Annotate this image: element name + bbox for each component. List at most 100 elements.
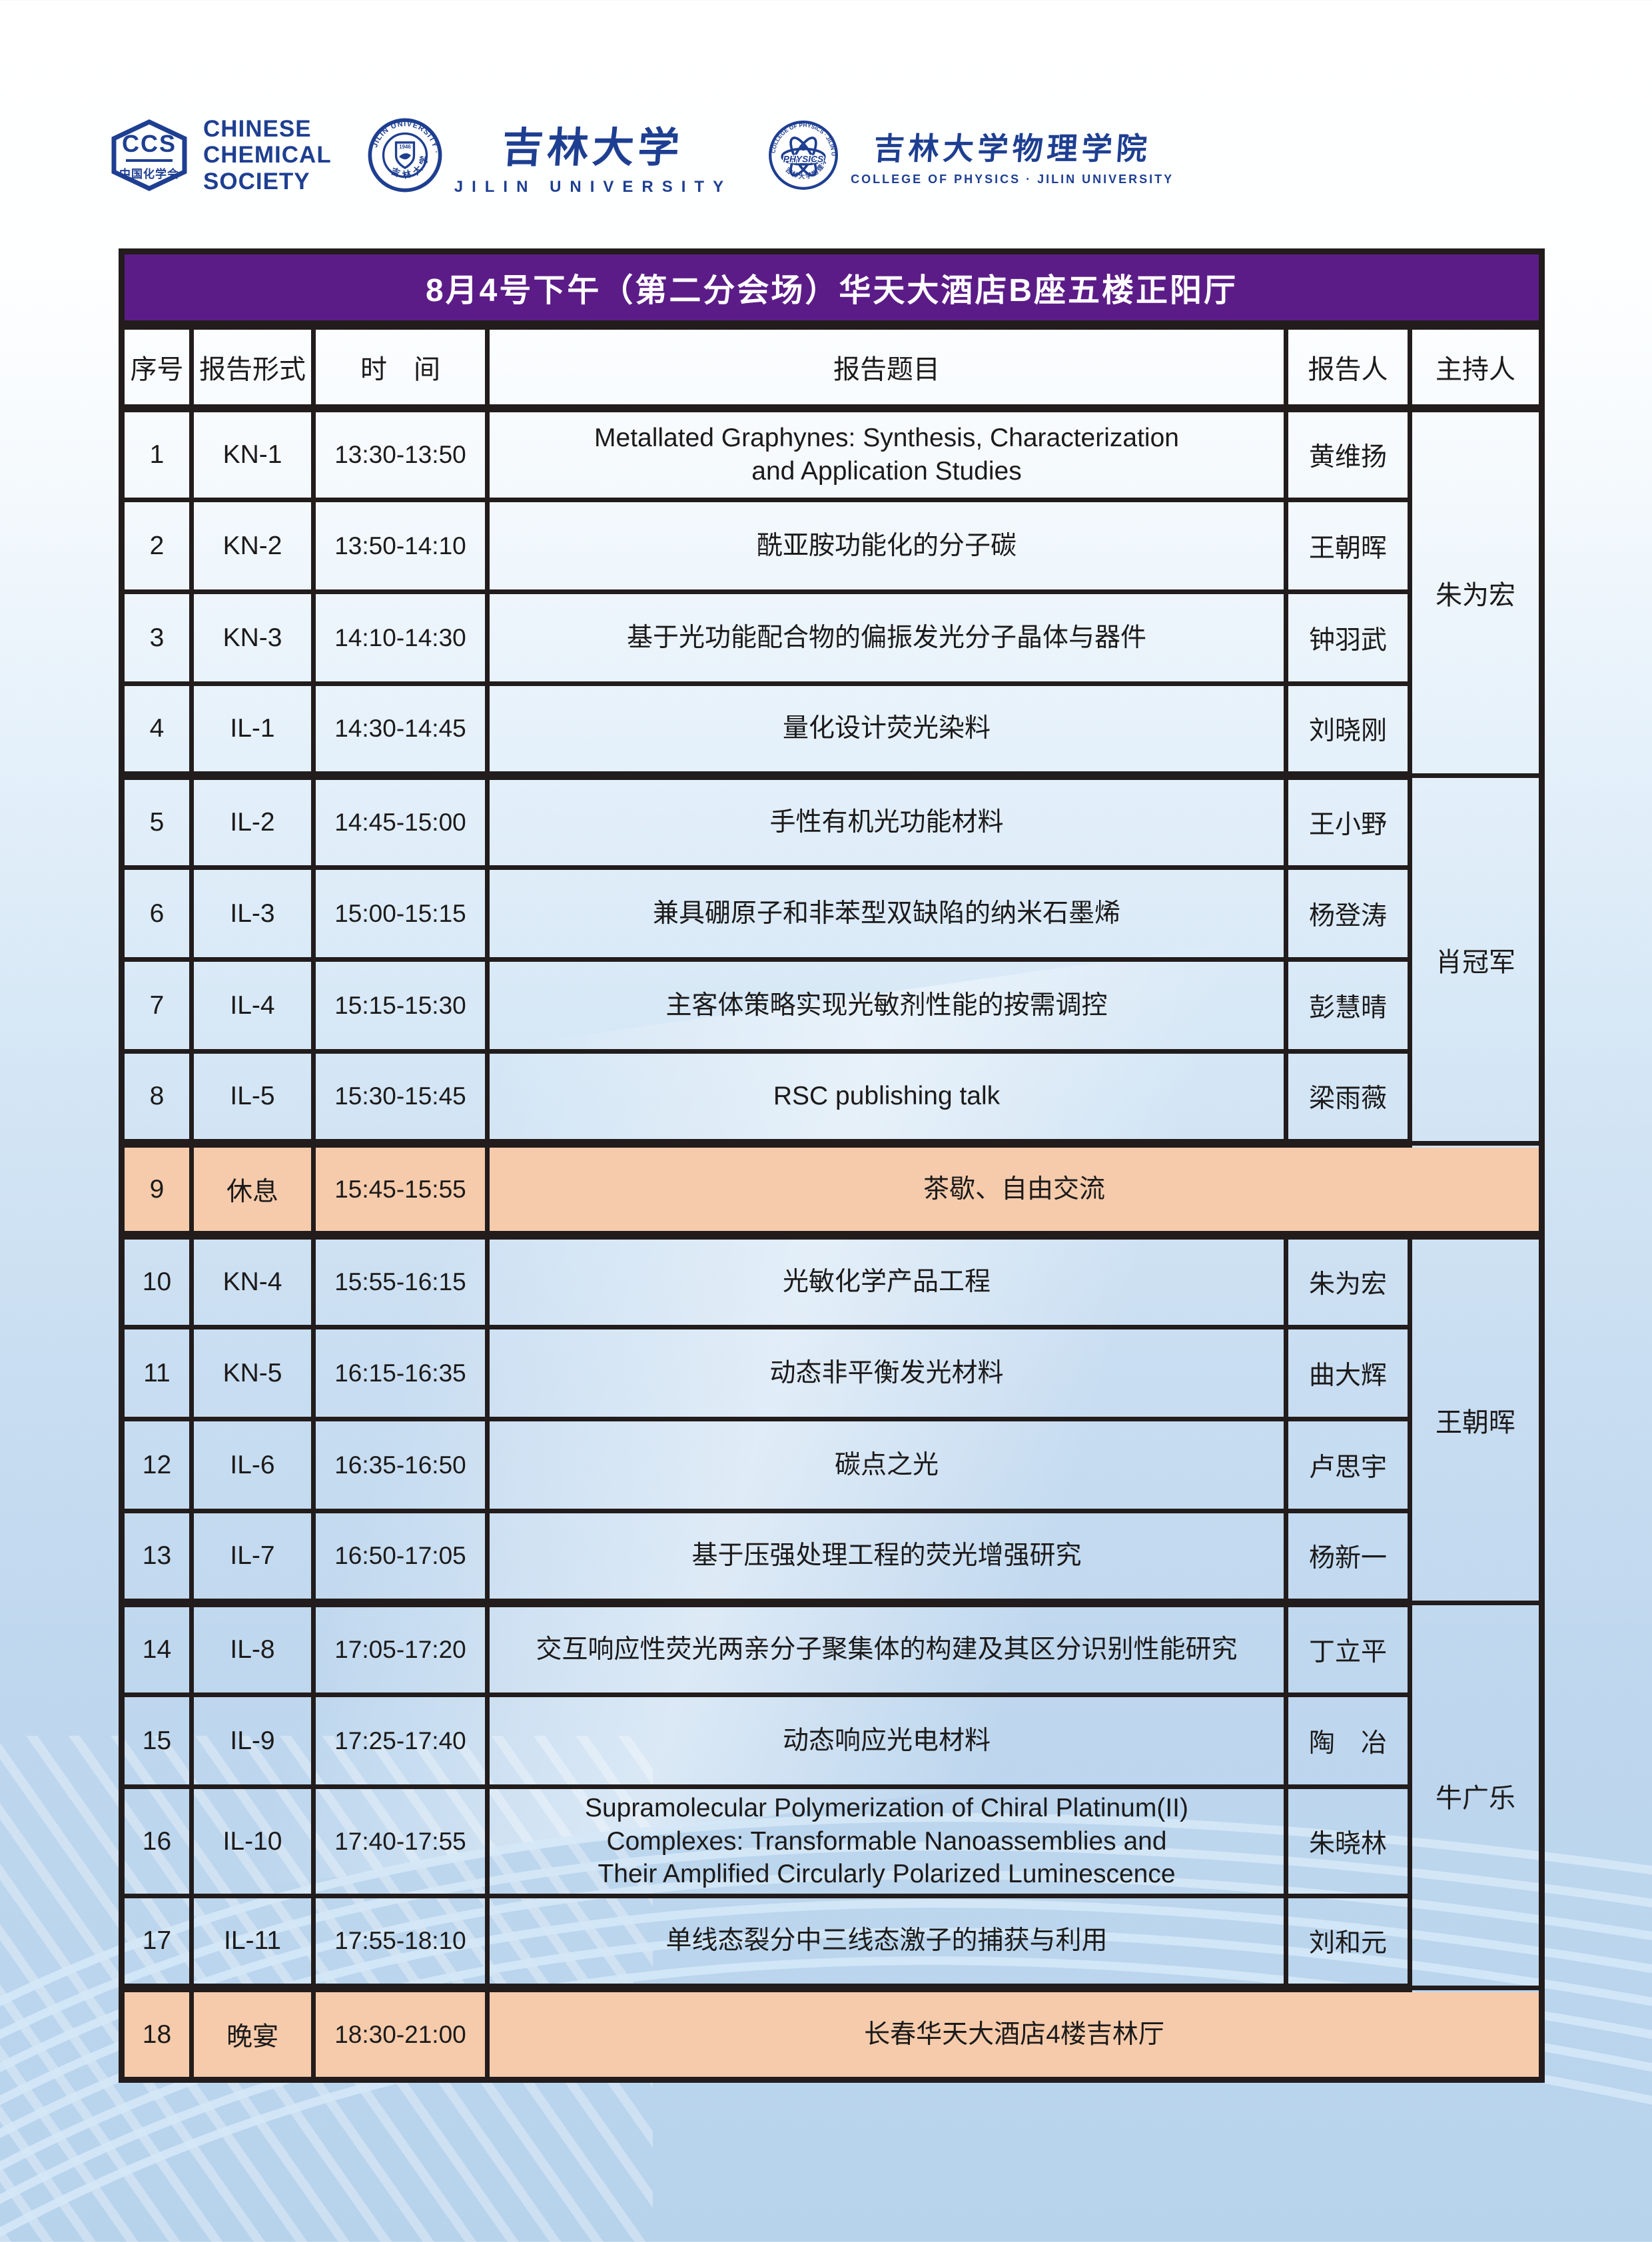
cell-type: IL-7: [189, 1509, 316, 1607]
cell-time: 14:10-14:30: [311, 589, 490, 686]
cell-speaker: 王小野: [1284, 773, 1412, 870]
cell-title: 量化设计荧光染料: [485, 681, 1288, 780]
cell-time: 15:45-15:55: [311, 1141, 490, 1240]
cell-speaker: 丁立平: [1284, 1601, 1412, 1697]
cell-no: 16: [119, 1784, 194, 1898]
physics-badge: PHYSICS: [783, 155, 824, 165]
table-row: 8 IL-5 15:30-15:45 RSC publishing talk 梁…: [119, 1049, 1542, 1148]
table-row: 10 KN-4 15:55-16:15 光敏化学产品工程 朱为宏 王朝晖: [119, 1233, 1545, 1605]
cell-title: 光敏化学产品工程: [485, 1233, 1288, 1329]
cell-time: 17:55-18:10: [311, 1894, 490, 1992]
cell-time: 17:40-17:55: [311, 1784, 490, 1898]
cell-speaker: 曲大辉: [1284, 1325, 1412, 1421]
cell-speaker: 彭慧晴: [1284, 957, 1412, 1054]
cell-type: IL-8: [189, 1601, 316, 1697]
cell-speaker: 杨登涛: [1284, 865, 1412, 962]
cell-no: 17: [119, 1894, 194, 1992]
cell-no: 7: [119, 957, 194, 1054]
table-row: 7 IL-4 15:15-15:30 主客体策略实现光敏剂性能的按需调控 彭慧晴: [119, 957, 1542, 1054]
cell-type: IL-9: [189, 1692, 316, 1789]
physics-seal-icon: COLLEGE OF PHYSICS · JILIN UNIVERSITY 吉林…: [768, 120, 839, 190]
cell-no: 6: [119, 865, 194, 962]
cell-type: IL-1: [189, 681, 316, 780]
cell-time: 15:00-15:15: [311, 865, 490, 962]
session-title-band: 8月4号下午（第二分会场）华天大酒店B座五楼正阳厅: [119, 249, 1545, 330]
break-row: 9 休息 15:45-15:55 茶歇、自由交流: [119, 1141, 1545, 1240]
cell-type: IL-3: [189, 865, 316, 962]
cell-speaker: 梁雨薇: [1284, 1049, 1412, 1148]
cell-time: 16:15-16:35: [311, 1325, 490, 1421]
physics-english-name: COLLEGE OF PHYSICS · JILIN UNIVERSITY: [851, 172, 1174, 186]
cell-type: KN-2: [189, 498, 316, 594]
cell-no: 18: [119, 1986, 194, 2082]
cell-type: IL-4: [189, 957, 316, 1054]
hexagon-icon: [111, 119, 187, 191]
banquet-row: 18 晚宴 18:30-21:00 长春华天大酒店4楼吉林厅: [119, 1986, 1545, 2082]
chair-cell: 朱为宏: [1407, 406, 1545, 778]
cell-title: 单线态裂分中三线态激子的捕获与利用: [485, 1894, 1288, 1992]
cell-speaker: 刘晓刚: [1284, 681, 1412, 780]
session-title: 8月4号下午（第二分会场）华天大酒店B座五楼正阳厅: [119, 249, 1545, 330]
chair-cell: 肖冠军: [1407, 773, 1545, 1146]
col-header-title: 报告题目: [485, 322, 1288, 412]
chair-cell: 牛广乐: [1407, 1601, 1545, 1990]
cell-no: 13: [119, 1509, 194, 1607]
cell-speaker: 黄维扬: [1284, 406, 1412, 502]
conference-schedule-table: 8月4号下午（第二分会场）华天大酒店B座五楼正阳厅 序号 报告形式 时 间 报告…: [119, 248, 1545, 2083]
cell-type: KN-3: [189, 589, 316, 686]
table-row: 13 IL-7 16:50-17:05 基于压强处理工程的荧光增强研究 杨新一: [119, 1509, 1542, 1607]
table-row: 17 IL-11 17:55-18:10 单线态裂分中三线态激子的捕获与利用 刘…: [119, 1894, 1542, 1992]
cell-type: IL-2: [189, 773, 316, 870]
cell-no: 3: [119, 589, 194, 686]
ccs-hexagon: CCS 中国化学会: [110, 119, 189, 191]
cell-no: 9: [119, 1141, 194, 1240]
table-row: 4 IL-1 14:30-14:45 量化设计荧光染料 刘晓刚: [119, 681, 1542, 780]
cell-time: 14:30-14:45: [311, 681, 490, 780]
cell-time: 13:30-13:50: [311, 406, 490, 502]
cell-no: 10: [119, 1233, 194, 1329]
cell-speaker: 钟羽武: [1284, 589, 1412, 686]
cell-time: 15:15-15:30: [311, 957, 490, 1054]
cell-type: KN-4: [189, 1233, 316, 1329]
cell-title: 交互响应性荧光两亲分子聚集体的构建及其区分识别性能研究: [485, 1601, 1288, 1697]
cell-break-activity: 茶歇、自由交流: [484, 1141, 1545, 1240]
ccs-abbr: CCS: [121, 130, 177, 157]
jlu-logo: JILIN UNIVERSITY · CHINA 吉林大学 1946 吉林大学 …: [368, 114, 732, 196]
ccs-chinese-name: 中国化学会: [119, 168, 179, 181]
cell-no: 8: [119, 1049, 194, 1148]
cell-speaker: 陶 冶: [1284, 1692, 1412, 1789]
cell-type: IL-10: [189, 1784, 316, 1898]
cell-no: 1: [119, 406, 194, 502]
table-row: 2 KN-2 13:50-14:10 酰亚胺功能化的分子碳 王朝晖: [119, 498, 1542, 594]
cell-type: KN-1: [189, 406, 316, 502]
cell-no: 12: [119, 1417, 194, 1513]
cell-time: 17:05-17:20: [311, 1601, 490, 1697]
col-header-type: 报告形式: [189, 322, 316, 412]
cell-title: 兼具硼原子和非苯型双缺陷的纳米石墨烯: [485, 865, 1288, 962]
cell-speaker: 朱为宏: [1284, 1233, 1412, 1329]
ccs-divider: [126, 159, 173, 162]
cell-speaker: 朱晓林: [1284, 1784, 1412, 1898]
cell-title: RSC publishing talk: [485, 1049, 1288, 1148]
cell-time: 15:30-15:45: [311, 1049, 490, 1148]
chair-cell: 王朝晖: [1407, 1233, 1545, 1605]
physics-calligraphy: 吉林大学物理学院: [872, 131, 1152, 166]
cell-time: 16:50-17:05: [311, 1509, 490, 1607]
cell-time: 16:35-16:50: [311, 1417, 490, 1513]
table-row: 14 IL-8 17:05-17:20 交互响应性荧光两亲分子聚集体的构建及其区…: [119, 1601, 1545, 1990]
ccs-logo: CCS 中国化学会 CHINESE CHEMICAL SOCIETY: [110, 116, 332, 194]
cell-type: KN-5: [189, 1325, 316, 1421]
table-row: 16 IL-10 17:40-17:55 Supramolecular Poly…: [119, 1784, 1542, 1898]
col-header-time: 时 间: [311, 322, 490, 412]
cell-type: IL-5: [189, 1049, 316, 1148]
cell-speaker: 王朝晖: [1284, 498, 1412, 594]
cell-time: 17:25-17:40: [311, 1692, 490, 1789]
jlu-seal-icon: JILIN UNIVERSITY · CHINA 吉林大学 1946: [368, 118, 442, 192]
table-row: 3 KN-3 14:10-14:30 基于光功能配合物的偏振发光分子晶体与器件 …: [119, 589, 1542, 686]
jlu-calligraphy: 吉林大学: [500, 125, 685, 171]
table-row: 12 IL-6 16:35-16:50 碳点之光 卢思宇: [119, 1417, 1542, 1513]
cell-type: IL-6: [189, 1417, 316, 1513]
col-header-speaker: 报告人: [1284, 322, 1412, 412]
col-header-chair: 主持人: [1407, 322, 1545, 412]
cell-title: 动态非平衡发光材料: [485, 1325, 1288, 1421]
